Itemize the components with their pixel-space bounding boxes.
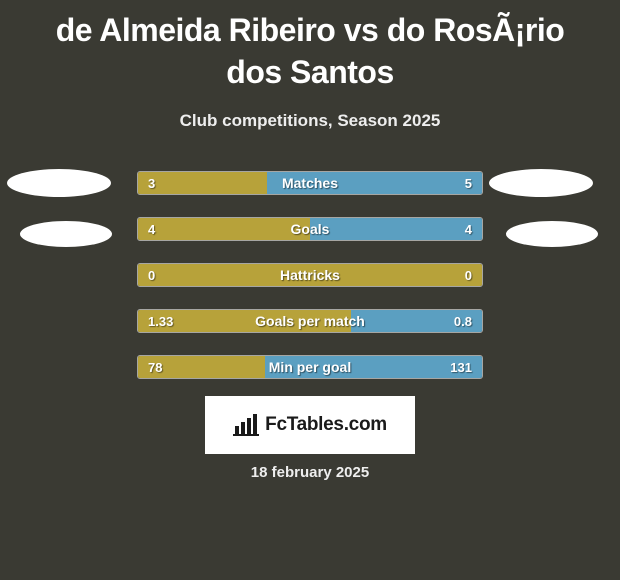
- source-logo: FcTables.com: [205, 396, 415, 454]
- right-segment: [267, 172, 482, 194]
- bar-chart-icon: [233, 414, 259, 436]
- stat-row-goals-per-match: Goals per match1.330.8: [137, 309, 483, 333]
- stat-row-min-per-goal: Min per goal78131: [137, 355, 483, 379]
- stat-row-hattricks: Hattricks00: [137, 263, 483, 287]
- right-segment: [310, 218, 482, 240]
- player-ellipse-0: [7, 169, 111, 197]
- comparison-chart: Matches35 Goals44 Hattricks00 Goals per mat…: [0, 169, 620, 389]
- stat-row-goals: Goals44: [137, 217, 483, 241]
- player-ellipse-2: [489, 169, 593, 197]
- stat-row-matches: Matches35: [137, 171, 483, 195]
- player-ellipse-3: [506, 221, 598, 247]
- left-segment: [138, 264, 482, 286]
- footer-date: 18 february 2025: [0, 464, 620, 481]
- player-ellipse-1: [20, 221, 112, 247]
- left-segment: [138, 172, 267, 194]
- logo-text: FcTables.com: [265, 414, 387, 436]
- subtitle: Club competitions, Season 2025: [0, 111, 620, 131]
- left-segment: [138, 310, 351, 332]
- left-segment: [138, 218, 310, 240]
- left-segment: [138, 356, 265, 378]
- right-segment: [351, 310, 482, 332]
- page-title: de Almeida Ribeiro vs do RosÃ¡rio dos Sa…: [0, 0, 620, 93]
- right-segment: [265, 356, 482, 378]
